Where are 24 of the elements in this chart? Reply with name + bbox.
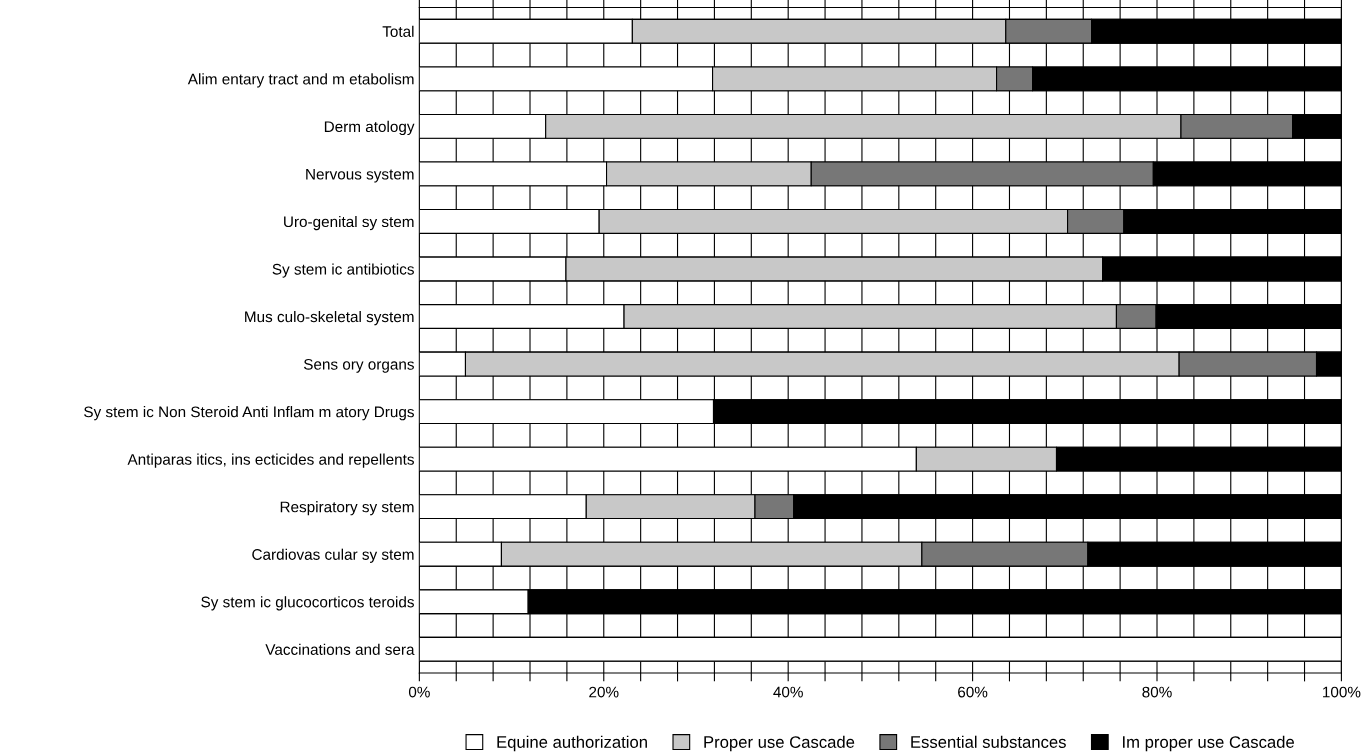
x-tick-label: 20% — [589, 686, 619, 698]
legend-label: Essential substances — [911, 735, 1066, 748]
legend-label: Proper use Cascade — [704, 735, 855, 752]
legend-label: Im proper use Cascade — [1123, 735, 1294, 752]
y-tick-label: Mus culo-skeletal system — [245, 310, 414, 326]
x-tick-label: 100% — [1323, 686, 1361, 698]
y-tick-label: Vaccinations and sera — [265, 643, 415, 655]
x-tick-label: 0% — [408, 686, 430, 698]
y-tick-label: Sy stem ic Non Steroid Anti Inflam m atory Drugs — [84, 406, 414, 421]
y-tick-label: Antiparas itics, ins ecticides and repellents — [127, 453, 414, 468]
y-tick-label: Sens ory organs — [303, 358, 414, 373]
y-tick-label: Sy stem ic glucocorticos teroids — [201, 596, 414, 611]
x-tick-label: 40% — [773, 686, 803, 698]
y-tick-label: Derm atology — [324, 120, 415, 136]
y-tick-label: Total — [382, 25, 414, 37]
y-tick-label: Uro-genital sy stem — [284, 215, 414, 231]
x-tick-label: 80% — [1142, 686, 1172, 698]
y-tick-label: Nervous system — [306, 168, 414, 183]
y-tick-label: Respiratory sy stem — [280, 501, 414, 516]
x-tick-label: 60% — [958, 686, 988, 698]
y-tick-label: Cardiovas cular sy stem — [252, 548, 414, 563]
legend-label: Equine authorization — [497, 735, 647, 752]
y-tick-label: Alim entary tract and m etabolism — [187, 73, 414, 88]
y-tick-label: Sy stem ic antibiotics — [272, 263, 414, 278]
